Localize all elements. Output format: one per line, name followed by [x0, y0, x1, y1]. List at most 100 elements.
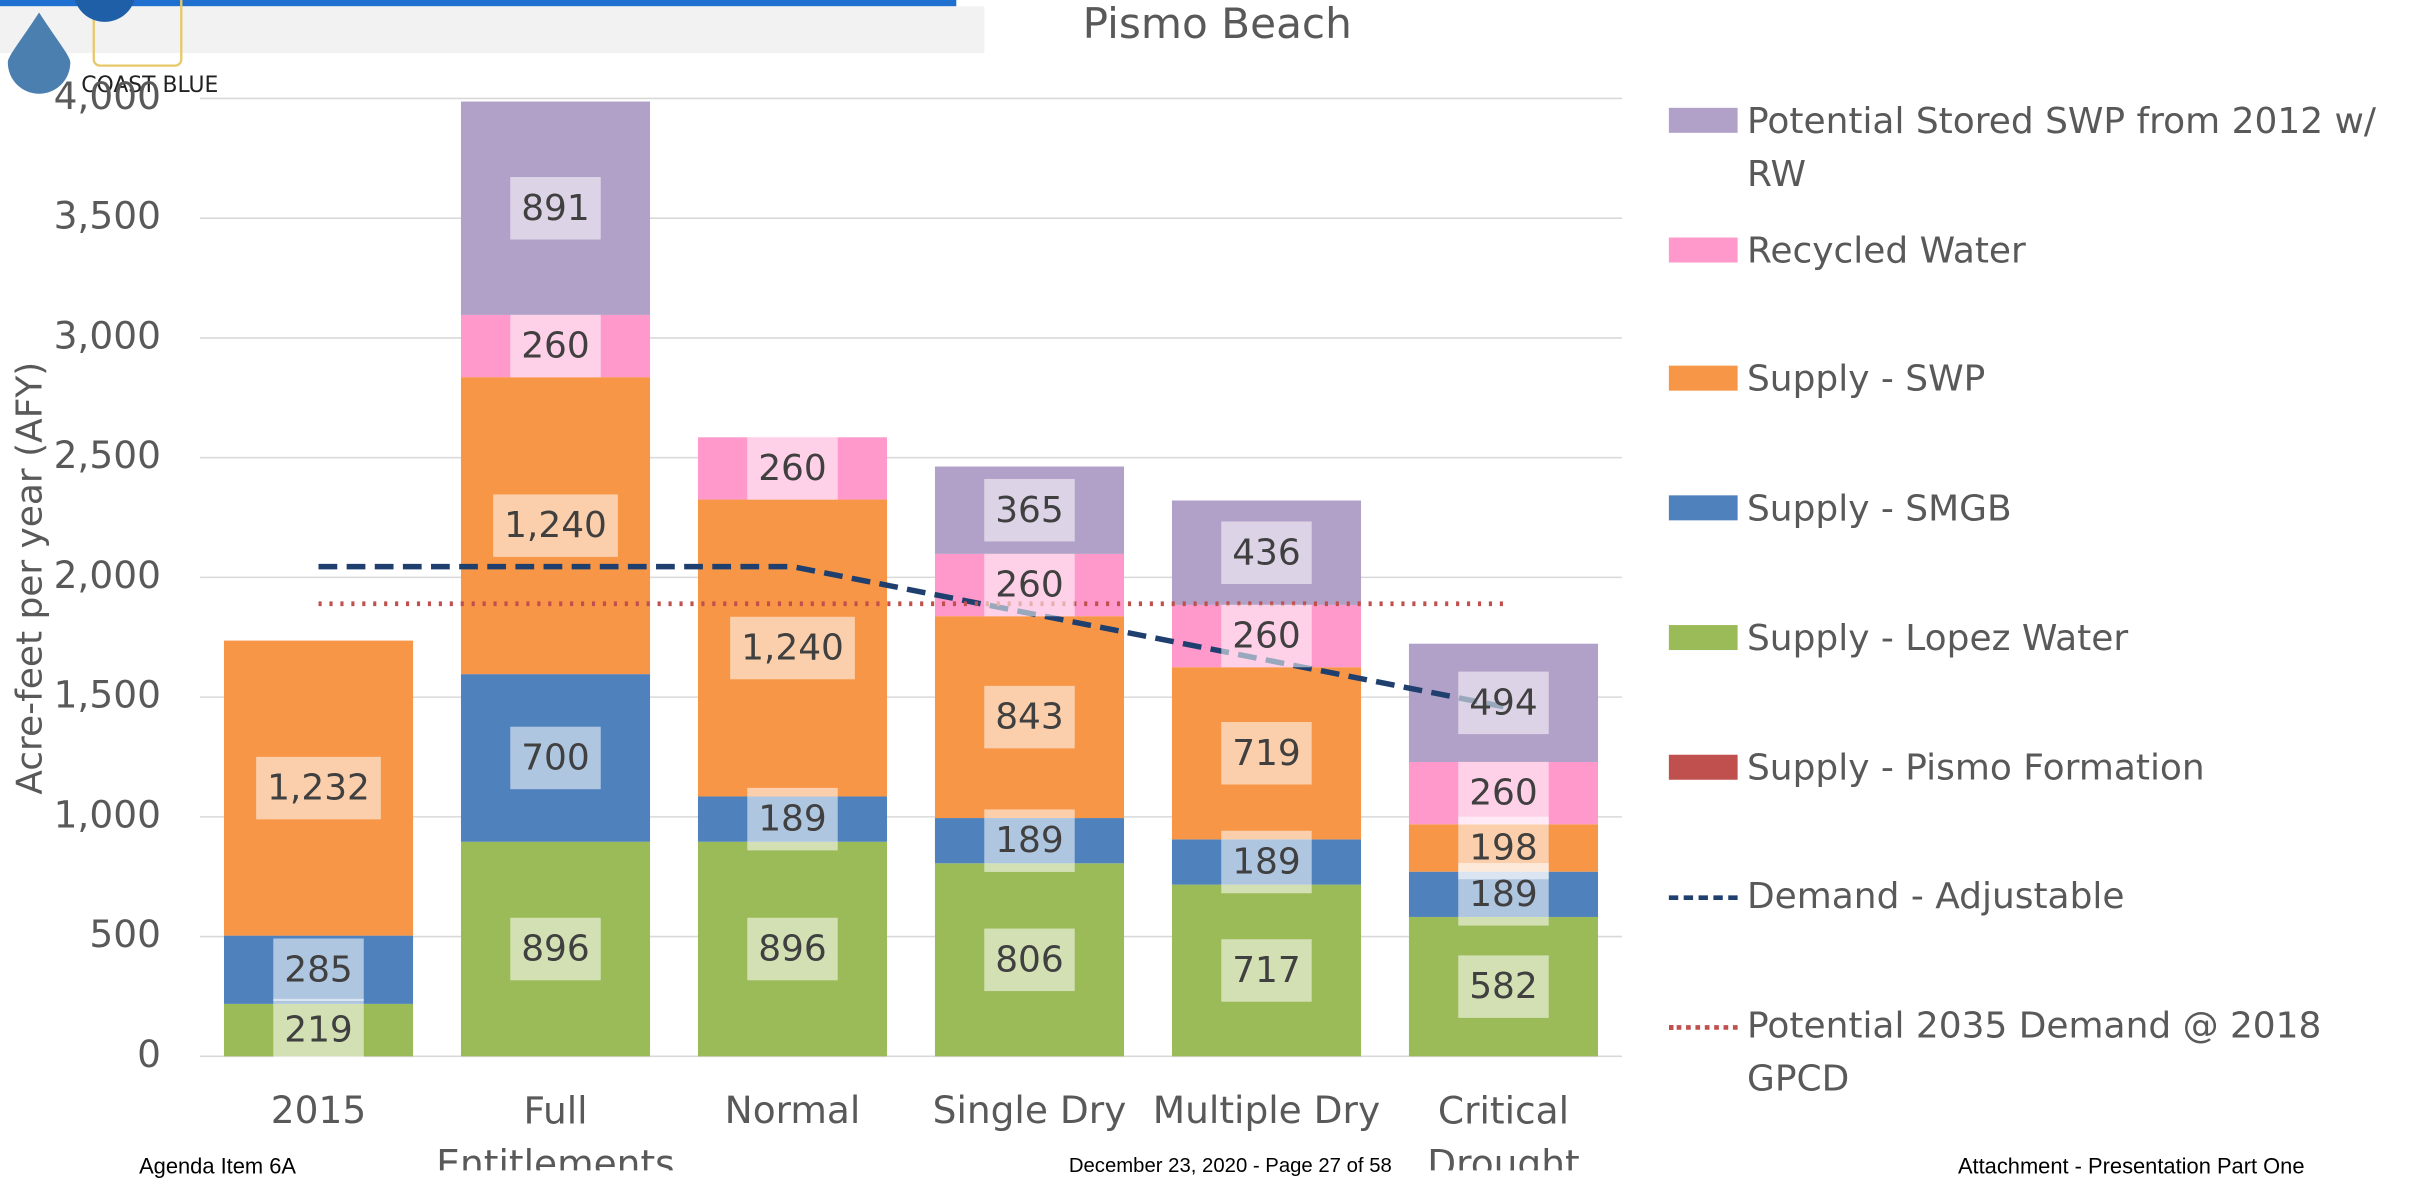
data-label-box	[984, 928, 1075, 992]
y-axis-label: Acre-feet per year (AFY)	[9, 362, 50, 795]
data-label: 1,240	[504, 505, 607, 546]
data-label: 891	[521, 188, 590, 229]
data-label-box	[1221, 722, 1312, 785]
data-label: 260	[758, 448, 827, 489]
x-tick-label-line: Critical	[1438, 1088, 1569, 1132]
data-label-box	[1458, 816, 1549, 880]
data-label: 285	[284, 949, 353, 990]
legend-item: Supply - SWP	[1668, 354, 2403, 407]
legend-label: Supply - SWP	[1746, 360, 1986, 401]
data-label: 582	[1469, 966, 1538, 1007]
x-tick-label-line: Entitlements	[436, 1141, 674, 1170]
data-label: 1,232	[267, 768, 370, 809]
data-label-box	[1458, 761, 1549, 825]
data-label: 219	[284, 1010, 353, 1051]
data-label: 494	[1469, 682, 1538, 723]
data-label: 1,240	[741, 628, 844, 669]
y-tick-label: 3,500	[54, 194, 161, 238]
y-tick-label: 4,000	[54, 74, 161, 118]
data-label-box	[747, 787, 838, 851]
y-tick-label: 2,000	[54, 553, 161, 597]
y-tick-label: 0	[137, 1032, 161, 1076]
data-label: 717	[1232, 950, 1301, 991]
data-label-box	[510, 917, 601, 981]
data-label-box	[747, 437, 838, 500]
data-label-box	[493, 494, 618, 557]
data-label: 198	[1469, 828, 1538, 869]
data-label: 365	[995, 490, 1064, 531]
x-tick-label: Critical Drought	[1427, 1088, 1579, 1170]
data-label-box	[984, 809, 1075, 872]
legend-swatch	[1668, 753, 1738, 779]
data-label-box	[984, 685, 1075, 749]
data-label: 189	[758, 799, 827, 840]
data-label: 436	[1232, 532, 1301, 573]
data-label-box	[730, 616, 855, 680]
logo-frame	[92, 0, 183, 67]
data-label-box	[510, 726, 601, 790]
data-label: 896	[521, 929, 590, 970]
legend-label: Recycled Water	[1746, 230, 2026, 272]
legend-label: Supply - Pismo Formation	[1746, 747, 2205, 789]
data-label-box	[1221, 521, 1312, 584]
line-series	[318, 563, 1505, 710]
footer-center: December 23, 2020 - Page 27 of 58	[1068, 1153, 1392, 1177]
y-tick-label: 500	[89, 912, 161, 956]
legend-item: Potential Stored SWP from 2012 w/ RW	[1668, 95, 2403, 201]
x-tick-label-line: Full	[523, 1088, 587, 1132]
legend-label: Potential 2035 Demand @ 2018 GPCD	[1746, 1006, 2322, 1100]
logo-drop	[74, 0, 135, 22]
data-label: 260	[1469, 773, 1538, 814]
data-label-box	[273, 998, 364, 1062]
data-label-box	[256, 756, 381, 820]
legend-label: Supply - SMGB	[1746, 489, 2012, 530]
data-label: 260	[1232, 616, 1301, 657]
legend-item: Supply - Pismo Formation	[1668, 741, 2403, 794]
header-bar	[0, 0, 957, 7]
x-tick-label: Multiple Dry	[1153, 1088, 1380, 1132]
data-label-box	[510, 314, 601, 378]
footer-left: Agenda Item 6A	[139, 1153, 296, 1178]
y-tick-label: 2,500	[54, 433, 161, 477]
data-label: 843	[995, 697, 1064, 738]
data-label-box	[1221, 939, 1312, 1002]
data-label: 719	[1232, 733, 1301, 774]
data-label-box	[984, 553, 1075, 617]
legend-item: Supply - SMGB	[1668, 483, 2403, 536]
legend-swatch	[1668, 237, 1738, 263]
data-label: 189	[1232, 842, 1301, 883]
footer-right: Attachment - Presentation Part One	[1957, 1153, 2305, 1178]
data-label: 189	[1469, 874, 1538, 915]
chart-title: Pismo Beach	[1083, 0, 1352, 48]
legend-swatch	[1668, 107, 1738, 133]
y-tick-label: 3,000	[54, 313, 161, 357]
legend-item: Demand - Adjustable	[1668, 871, 2403, 924]
legend-item: Potential 2035 Demand @ 2018 GPCD	[1668, 1000, 2403, 1106]
x-tick-label: Full Entitlements	[436, 1088, 674, 1170]
legend-swatch	[1668, 895, 1738, 901]
data-label: 189	[995, 820, 1064, 861]
data-label-box	[1221, 830, 1312, 894]
legend-swatch	[1668, 495, 1738, 521]
x-tick-label-line: Drought	[1427, 1141, 1579, 1170]
data-label: 260	[995, 565, 1064, 606]
legend-label: Demand - Adjustable	[1746, 876, 2125, 918]
legend-item: Recycled Water	[1668, 225, 2403, 278]
x-tick-label: 2015	[271, 1088, 366, 1132]
y-tick-label: 1,500	[54, 673, 161, 717]
data-label: 260	[521, 326, 590, 367]
legend-swatch	[1668, 366, 1738, 392]
data-label: 896	[758, 929, 827, 970]
legend-label: Potential Stored SWP from 2012 w/ RW	[1746, 101, 2377, 196]
legend-label: Supply - Lopez Water	[1746, 618, 2129, 660]
data-label: 700	[521, 738, 590, 779]
legend-swatch	[1668, 624, 1738, 650]
y-tick-label: 1,000	[54, 792, 161, 836]
data-label-box	[273, 938, 364, 1002]
legend-item: Supply - Lopez Water	[1668, 612, 2403, 665]
legend-swatch	[1668, 1024, 1738, 1030]
data-label-box	[1458, 671, 1549, 735]
header-shadow	[0, 6, 985, 54]
